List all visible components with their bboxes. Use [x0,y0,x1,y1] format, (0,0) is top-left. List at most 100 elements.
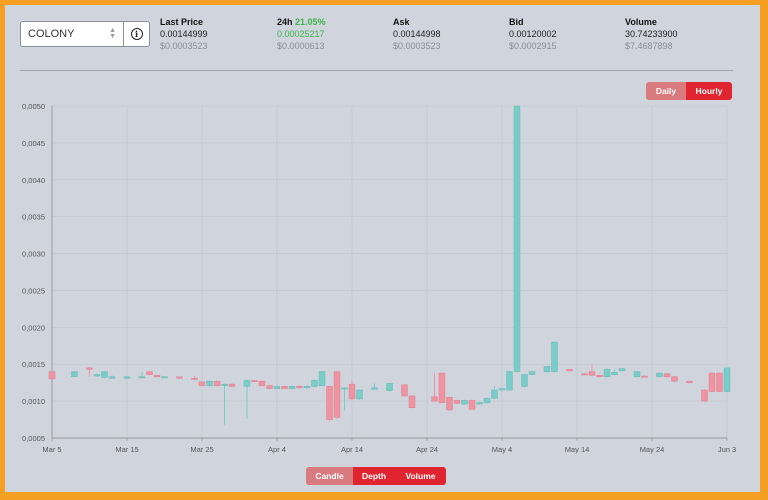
x-tick-label: Apr 4 [268,445,286,454]
daily-button[interactable]: Daily [646,82,686,100]
candle-body [123,376,131,379]
candle-body [671,376,678,382]
candle-body [93,374,101,377]
candle-down [228,383,236,388]
candle-body [333,371,341,418]
y-tick-label: 0,0045 [22,139,45,148]
stat-value: 0.00025217 [277,29,325,39]
stat-usd: $7.4687898 [625,41,673,51]
candle-body [551,341,558,372]
candle-body [386,383,393,391]
candle-down [251,379,258,382]
hourly-button[interactable]: Hourly [686,82,732,100]
candle-down [588,364,596,377]
candle-up [318,370,326,387]
candle-up [108,375,116,379]
candle-body [288,386,296,389]
x-tick-label: Mar 5 [42,445,61,454]
candle-up [656,372,663,378]
candle-body [641,375,648,378]
stat-usd: $0.0003523 [160,41,208,51]
stat-label: Last Price [160,17,204,27]
candle-down [596,374,603,378]
candle-down [176,376,183,379]
y-tick-label: 0,0025 [22,286,45,295]
candle-up [618,367,626,372]
candle-up [71,371,78,377]
candle-down [446,396,453,411]
candle-up [138,371,146,379]
candle-up [341,387,348,411]
candle-body [476,402,483,405]
market-select[interactable]: COLONY ▲ ▼ [21,22,124,46]
y-tick-label: 0,0005 [22,434,45,443]
candle-body [491,389,498,399]
candle-down [198,381,206,387]
candle-down [213,380,221,387]
candle-body [146,371,153,375]
candle-down [258,380,266,387]
candle-up [161,376,168,379]
view-toggle: Candle Depth Volume [306,467,446,485]
candle-body [521,374,528,387]
candle-up [723,367,731,393]
candle-down [296,385,303,389]
market-selector: COLONY ▲ ▼ i [20,21,150,47]
info-button[interactable]: i [124,22,149,46]
candle-down [48,371,56,380]
trading-panel: COLONY ▲ ▼ i Last Price 0.00144999 $0.000… [5,5,760,492]
stat-value: 0.00120002 [509,29,557,39]
candle-body [663,373,671,377]
candle-up [288,385,296,390]
candle-body [228,383,236,387]
candle-body [633,371,641,377]
candle-body [453,400,461,404]
candle-up [311,379,318,388]
candle-up [603,368,611,378]
candle-down [408,395,416,409]
candle-down [153,375,161,378]
x-tick-label: Apr 14 [341,445,363,454]
x-axis: Mar 5 Mar 15 Mar 25 Apr 4 Apr 14 Apr 24 May 4 M… [42,437,736,454]
candle-body [213,380,221,386]
candle-body [461,400,468,405]
stat-label: Bid [509,17,524,27]
candle-body [243,380,251,387]
candle-up [461,399,468,405]
candle-up [273,385,281,390]
volume-button[interactable]: Volume [395,467,446,485]
x-tick-label: May 24 [640,445,665,454]
candle-down [663,373,671,378]
candle-body [138,376,146,379]
candle-up [513,105,521,373]
y-axis: 0,0005 0,0010 0,0015 0,0020 0,0025 0,0030 0,00… [22,102,53,443]
stat-bid: Bid 0.00120002 $0.0002915 [509,16,557,52]
candle-body [348,383,356,400]
candle-body [311,380,318,387]
candle-up [521,373,528,388]
candle-body [101,371,108,378]
candle-body [611,372,618,375]
candle-body [318,371,326,386]
candle-up [498,387,506,391]
candle-up [101,371,108,379]
candle-body [483,397,491,403]
info-icon: i [130,28,143,40]
candle-up [543,365,551,373]
candle-body [281,386,288,389]
candle-body [48,371,56,380]
candle-down [281,385,288,390]
candle-up [206,380,213,387]
candle-button[interactable]: Candle [306,467,353,485]
depth-button[interactable]: Depth [353,467,395,485]
x-tick-label: Mar 25 [190,445,213,454]
candle-body [251,380,258,382]
candle-up [93,373,101,377]
header-divider [20,70,733,71]
candle-up [123,376,131,379]
candle-body [716,372,723,392]
candle-body [468,400,476,410]
candle-up [483,397,491,404]
candle-body [596,375,603,377]
candle-body [566,369,573,372]
